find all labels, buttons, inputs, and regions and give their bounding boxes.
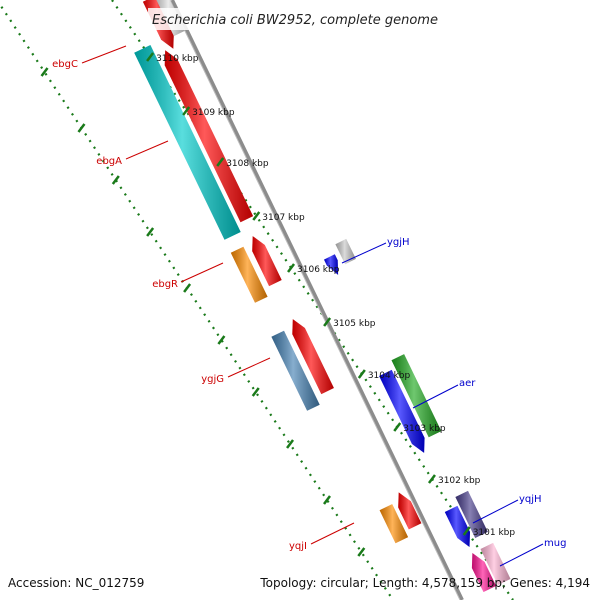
tick-label-0: 3110 kbp (156, 54, 199, 64)
inner-tick-mark-6 (251, 387, 260, 397)
gene-leader-mug (499, 543, 544, 567)
tick-mark-2 (216, 157, 225, 167)
tick-label-4: 3106 kbp (297, 265, 340, 275)
map-title: Escherichia coli BW2952, complete genome (152, 13, 438, 28)
gene-feature-shade-2 (134, 45, 241, 240)
gene-feature-shade-15 (455, 490, 488, 538)
gene-label-ebgC[interactable]: ebgC (52, 59, 78, 70)
inner-tick-mark-5 (217, 335, 226, 345)
gene-leader-ygjG (227, 357, 271, 378)
tick-mark-5 (323, 317, 332, 327)
tick-mark-0 (146, 52, 155, 62)
gene-feature-shade-3 (164, 50, 254, 223)
gene-feature-shade-4 (230, 246, 268, 303)
gene-feature-shade-13 (391, 354, 442, 438)
tick-label-1: 3109 kbp (192, 108, 235, 118)
tick-label-2: 3108 kbp (226, 159, 269, 169)
gene-label-ygjG[interactable]: ygjG (201, 374, 224, 385)
topology-summary: Topology: circular; Length: 4,578,159 bp… (259, 576, 590, 590)
tick-mark-3 (252, 211, 261, 221)
tick-label-8: 3102 kbp (438, 476, 481, 486)
outer-tick-ring (111, 0, 514, 600)
title-background (148, 8, 448, 30)
gene-feature-shade-6 (271, 330, 320, 411)
tick-label-5: 3105 kbp (333, 319, 376, 329)
gene-feature-shade-14 (444, 505, 470, 547)
inner-tick-mark-1 (77, 123, 86, 133)
gene-features (134, 0, 511, 592)
gene-leader-aer (412, 384, 459, 409)
gene-leader-ebgA (125, 140, 169, 160)
tick-labels: 3110 kbp 3109 kbp 3108 kbp 3107 kbp 3106 kbp… (156, 54, 515, 538)
gene-feature-shade-16 (471, 553, 497, 592)
gene-label-yqjH[interactable]: yqjH (519, 494, 542, 505)
gene-label-ebgA[interactable]: ebgA (96, 156, 122, 167)
gene-feature-shade-7 (292, 319, 334, 395)
tick-label-7: 3103 kbp (403, 424, 446, 434)
accession-text: Accession: NC_012759 (8, 576, 144, 590)
tick-mark-6 (357, 369, 366, 379)
tick-mark-7 (393, 422, 402, 432)
gene-label-mug[interactable]: mug (544, 538, 566, 549)
gene-leader-ebgC (81, 45, 127, 64)
tick-mark-4 (287, 263, 296, 273)
gene-leader-ygjH (341, 242, 387, 264)
gene-leader-yqjI (310, 522, 355, 545)
gene-label-yqjI[interactable]: yqjI (289, 541, 307, 552)
gene-leader-ebgR (180, 262, 224, 283)
inner-tick-ring (0, 2, 394, 600)
gene-feature-shade-9 (398, 492, 422, 530)
tick-label-6: 3104 kbp (368, 371, 411, 381)
gene-feature-shade-10 (324, 254, 339, 275)
tick-mark-8 (427, 474, 436, 484)
gene-feature-shade-8 (379, 504, 409, 544)
gene-labels: ebgC ebgA ebgR ygjG yqjI ygjH aer yqjH mug (52, 45, 566, 567)
gene-feature-shade-17 (480, 542, 511, 585)
inner-tick-mark-8 (323, 495, 331, 505)
gene-feature-shade-12 (379, 369, 425, 453)
genome-backbone (170, 0, 464, 600)
gene-label-ebgR[interactable]: ebgR (152, 279, 178, 290)
gene-leader-yqjH (472, 499, 519, 524)
inner-tick-mark-7 (286, 439, 295, 449)
inner-tick-mark-0 (40, 67, 49, 77)
inner-tick-mark-9 (357, 547, 366, 557)
inner-tick-mark-2 (111, 175, 120, 185)
tick-mark-9 (462, 526, 471, 536)
tick-label-9: 3101 kbp (473, 528, 516, 538)
tick-mark-1 (182, 106, 191, 116)
gene-feature-shade-11 (335, 238, 356, 265)
gene-label-aer[interactable]: aer (459, 378, 476, 389)
gene-label-ygjH[interactable]: ygjH (387, 237, 410, 248)
tick-label-3: 3107 kbp (262, 213, 305, 223)
inner-tick-mark-3 (146, 227, 155, 237)
inner-tick-mark-4 (183, 283, 192, 293)
tick-marks (40, 52, 471, 557)
gene-feature-shade-5 (252, 236, 282, 287)
genome-backbone-highlight (169, 0, 461, 600)
